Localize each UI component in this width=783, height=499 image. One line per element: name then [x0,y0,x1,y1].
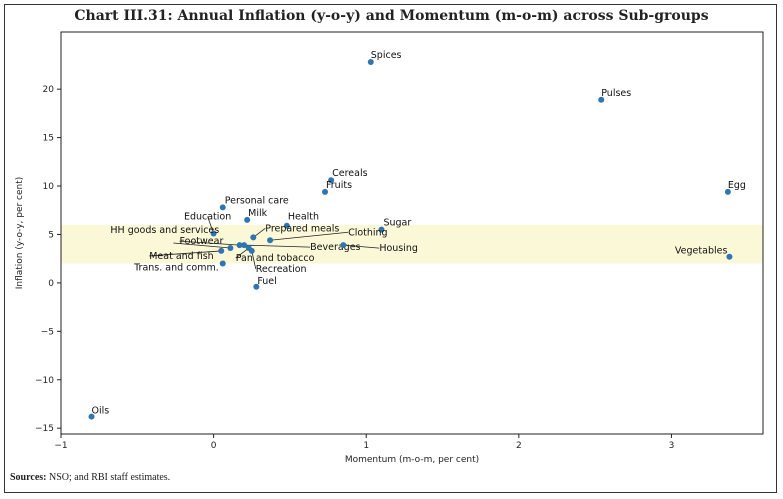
data-point [253,283,260,290]
tolerance-band [61,224,763,264]
data-point [322,188,329,195]
data-point [250,234,257,241]
data-point [219,260,226,267]
point-label: Trans. and comm. [133,263,219,274]
point-label: Meat and fish [149,251,213,262]
plot-area [60,31,764,435]
point-label: Egg [728,180,746,191]
point-label: Housing [379,243,418,254]
point-label: Cereals [332,168,367,179]
chart-frame [4,4,777,493]
point-label: Personal care [225,195,289,206]
source-label: Sources: [10,472,47,483]
data-point [598,96,605,103]
data-point [283,222,290,229]
leader-line [149,250,222,257]
point-label: Oils [92,406,110,417]
data-point [244,216,251,223]
point-label: Health [288,212,319,223]
data-point [367,59,374,66]
data-point [88,413,95,420]
point-label: HH goods and services [110,225,219,236]
x-tick-label: 1 [363,441,369,451]
data-point [241,242,248,249]
x-tick-label: 2 [516,441,522,451]
x-tick-label: 3 [669,441,675,451]
point-label: Beverages [310,242,360,253]
leader-line [244,244,311,248]
point-label: Prepared meals [265,223,339,234]
data-point [340,242,347,249]
source-text: NSO; and RBI staff estimates. [46,472,171,483]
y-tick-label: −15 [35,424,54,434]
point-label: Milk [248,208,267,219]
point-label: Recreation [256,264,307,275]
y-tick-label: 10 [43,182,55,192]
leader-line [179,240,240,246]
chart-title: Chart III.31: Annual Inflation (y-o-y) a… [74,8,709,24]
y-tick-label: 0 [48,279,54,289]
point-label: Fuel [257,276,276,287]
point-label: Vegetables [675,246,728,257]
leader-line [173,242,231,249]
leader-line [251,250,257,270]
point-label: Education [184,211,231,222]
x-axis-label: Momentum (m-o-m, per cent) [345,455,479,465]
point-label: Footwear [180,236,224,247]
x-tick-label: 0 [211,441,217,451]
data-point [227,245,234,252]
data-point [378,226,385,233]
leader-line [343,244,380,249]
point-label: Pulses [601,88,631,99]
data-point [218,247,225,254]
data-point [726,253,733,260]
x-tick-label: −1 [54,441,67,451]
y-axis-label: Inflation (y-o-y, per cent) [15,177,25,290]
point-label: Clothing [348,227,388,238]
y-tick-label: −5 [41,327,54,337]
point-label: Fruits [326,180,352,191]
data-point [267,237,274,244]
y-tick-label: 5 [48,230,54,240]
point-label: Pan and tobacco [236,253,315,264]
data-point [219,204,226,211]
leader-line [207,216,214,234]
point-label: Spices [371,50,402,61]
data-point [236,242,243,249]
data-point [210,230,217,237]
data-point [724,188,731,195]
y-tick-label: 20 [43,85,55,95]
data-point [248,247,255,254]
point-label: Sugar [383,218,411,229]
data-point [328,177,335,184]
y-tick-label: −10 [35,376,54,386]
source-note: Sources: NSO; and RBI staff estimates. [10,472,170,483]
leader-line [270,231,349,241]
y-tick-label: 15 [43,134,54,144]
